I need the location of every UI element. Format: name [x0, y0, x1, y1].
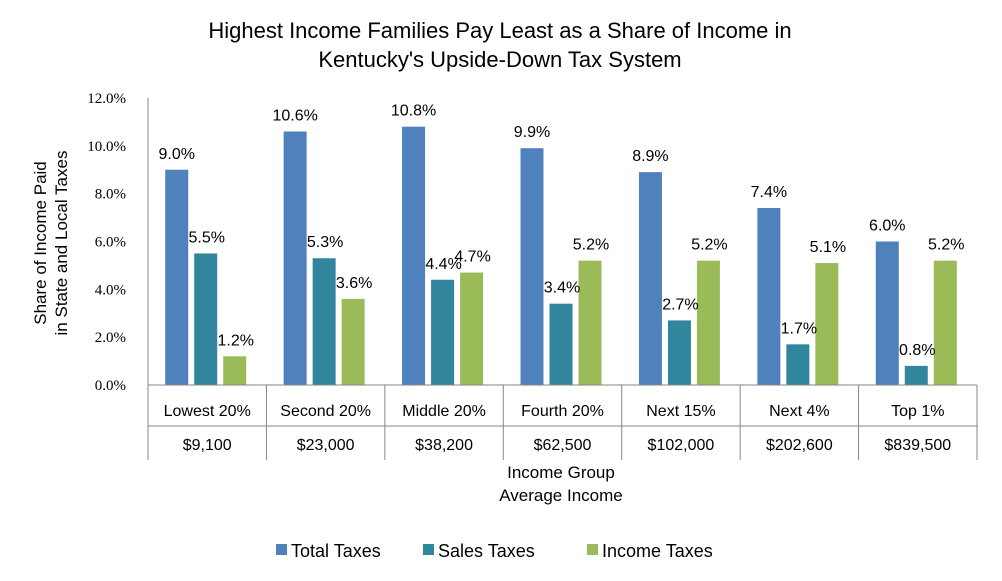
data-label-total-taxes: 6.0% [869, 218, 905, 235]
y-tick-label: 0.0% [95, 378, 126, 394]
average-income-label: $23,000 [297, 437, 355, 454]
data-label-income-taxes: 4.7% [454, 249, 490, 266]
y-tick-label: 4.0% [95, 282, 126, 298]
data-label-total-taxes: 10.8% [391, 103, 436, 120]
y-tick-label: 8.0% [95, 187, 126, 203]
bar-sales-taxes [431, 279, 455, 385]
legend-label: Sales Taxes [438, 541, 535, 561]
average-income-label: $102,000 [648, 437, 715, 454]
x-tick-label: Middle 20% [402, 403, 486, 420]
data-label-income-taxes: 5.2% [573, 237, 609, 254]
legend-label: Total Taxes [291, 541, 381, 561]
data-label-total-taxes: 10.6% [272, 107, 317, 124]
bar-total-taxes [283, 131, 307, 385]
data-label-income-taxes: 5.2% [928, 237, 964, 254]
bar-income-taxes [223, 356, 247, 385]
bar-sales-taxes [904, 365, 928, 385]
bar-income-taxes [815, 263, 839, 385]
bar-income-taxes [460, 272, 484, 385]
bar-total-taxes [402, 126, 426, 385]
x-axis-label-line-1: Income Group [507, 463, 615, 482]
average-income-label: $202,600 [766, 437, 833, 454]
y-tick-label: 10.0% [87, 139, 126, 155]
legend-swatch [276, 544, 287, 555]
bar-sales-taxes [312, 258, 336, 385]
y-axis-ticks: 0.0% 2.0% 4.0% 6.0% 8.0% 10.0% 12.0% [87, 91, 126, 394]
data-label-sales-taxes: 4.4% [425, 256, 461, 273]
bar-total-taxes [165, 169, 189, 385]
x-tick-label: Next 15% [646, 403, 715, 420]
x-tick-label: Second 20% [280, 403, 371, 420]
data-label-total-taxes: 9.9% [514, 124, 550, 141]
x-tick-label: Next 4% [769, 403, 829, 420]
bar-total-taxes [875, 241, 899, 385]
data-label-sales-taxes: 5.5% [188, 229, 224, 246]
average-income-label: $38,200 [415, 437, 473, 454]
bar-income-taxes [933, 260, 957, 385]
data-label-sales-taxes: 3.4% [544, 280, 580, 297]
data-label-sales-taxes: 0.8% [899, 342, 935, 359]
bar-sales-taxes [667, 320, 691, 385]
bar-total-taxes [638, 172, 662, 385]
chart-title-line-1: Highest Income Families Pay Least as a S… [208, 18, 791, 43]
data-label-total-taxes: 9.0% [158, 146, 194, 163]
bar-sales-taxes [194, 253, 218, 385]
data-label-sales-taxes: 2.7% [662, 296, 698, 313]
x-tick-label: Lowest 20% [164, 403, 251, 420]
x-axis-label-line-2: Average Income [499, 486, 622, 505]
bar-sales-taxes [549, 303, 573, 385]
y-axis-label-line-1: Share of Income Paid [31, 161, 50, 324]
y-tick-label: 12.0% [87, 91, 126, 107]
x-tick-label: Fourth 20% [521, 403, 604, 420]
y-tick-label: 2.0% [95, 330, 126, 346]
bar-income-taxes [578, 260, 602, 385]
x-axis-label: Income Group Average Income [499, 463, 622, 505]
data-label-sales-taxes: 1.7% [781, 320, 817, 337]
average-income-label: $9,100 [183, 437, 232, 454]
bar-total-taxes [757, 208, 781, 385]
legend-label: Income Taxes [602, 541, 713, 561]
chart-title: Highest Income Families Pay Least as a S… [208, 18, 791, 72]
bar-total-taxes [520, 148, 544, 385]
data-label-income-taxes: 5.2% [691, 237, 727, 254]
y-axis-label-line-2: in State and Local Taxes [52, 151, 71, 336]
category-table: Lowest 20% $9,100 Second 20% $23,000 Middle … [147, 384, 978, 460]
average-income-label: $839,500 [884, 437, 951, 454]
data-label-income-taxes: 5.1% [810, 239, 846, 256]
average-income-label: $62,500 [534, 437, 592, 454]
y-axis-label: Share of Income Paid in State and Local … [31, 151, 71, 336]
legend: Total Taxes Sales Taxes Income Taxes [276, 541, 713, 561]
bar-income-taxes [696, 260, 720, 385]
legend-swatch [587, 544, 598, 555]
bar-income-taxes [341, 298, 365, 385]
data-label-sales-taxes: 5.3% [307, 234, 343, 251]
chart-title-line-2: Kentucky's Upside-Down Tax System [318, 47, 681, 72]
plot-area: 9.0% 5.5% 1.2% 10.6% 5.3% 3.6% 10.8% 4.4%4.7% 9.… [147, 98, 965, 385]
y-tick-label: 6.0% [95, 235, 126, 251]
data-label-total-taxes: 7.4% [751, 184, 787, 201]
bar-sales-taxes [786, 344, 810, 385]
data-label-total-taxes: 8.9% [632, 148, 668, 165]
legend-swatch [423, 544, 434, 555]
data-label-income-taxes: 3.6% [336, 275, 372, 292]
x-tick-label: Top 1% [891, 403, 944, 420]
data-label-income-taxes: 1.2% [217, 332, 253, 349]
